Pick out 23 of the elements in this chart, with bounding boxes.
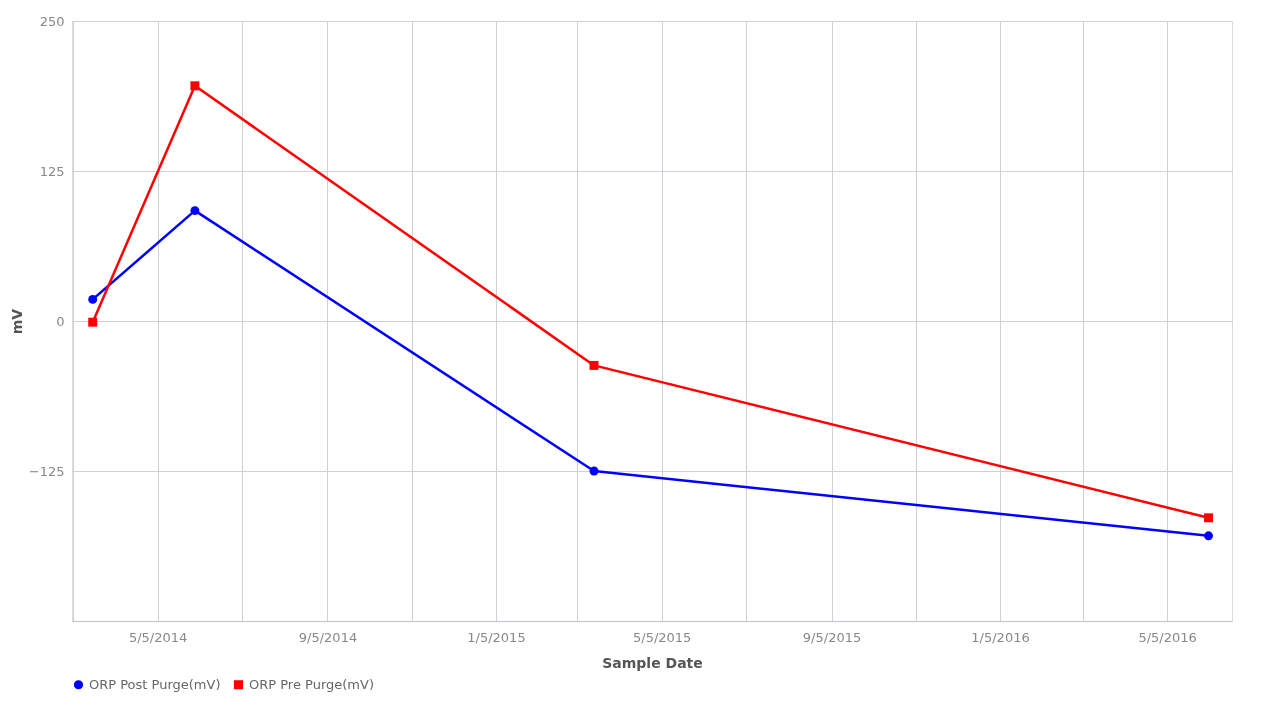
y-tick-label: 250 — [39, 13, 65, 29]
point — [190, 81, 200, 91]
legend-label: ORP Pre Purge(mV) — [249, 676, 374, 692]
x-tick-label: 9/5/2015 — [802, 629, 862, 645]
point — [88, 317, 98, 327]
x-tick-label: 5/5/2014 — [128, 629, 188, 645]
point — [88, 294, 98, 304]
x-axis-title: Sample Date — [602, 654, 703, 671]
y-tick-label: −125 — [28, 463, 65, 479]
x-tick-label: 9/5/2014 — [298, 629, 358, 645]
y-tick-label: 0 — [56, 313, 65, 329]
legend-label: ORP Post Purge(mV) — [89, 676, 221, 692]
x-tick-label: 1/5/2015 — [467, 629, 526, 645]
x-tick-label: 1/5/2016 — [971, 629, 1030, 645]
point — [589, 360, 599, 370]
point — [1204, 531, 1213, 541]
point — [190, 206, 200, 216]
point — [589, 466, 599, 476]
y-tick-label: 125 — [39, 163, 65, 179]
x-tick-label: 5/5/2015 — [632, 629, 692, 645]
x-tick-label: 5/5/2016 — [1138, 629, 1197, 645]
y-axis-title: mV — [8, 308, 25, 335]
point — [1204, 513, 1213, 523]
